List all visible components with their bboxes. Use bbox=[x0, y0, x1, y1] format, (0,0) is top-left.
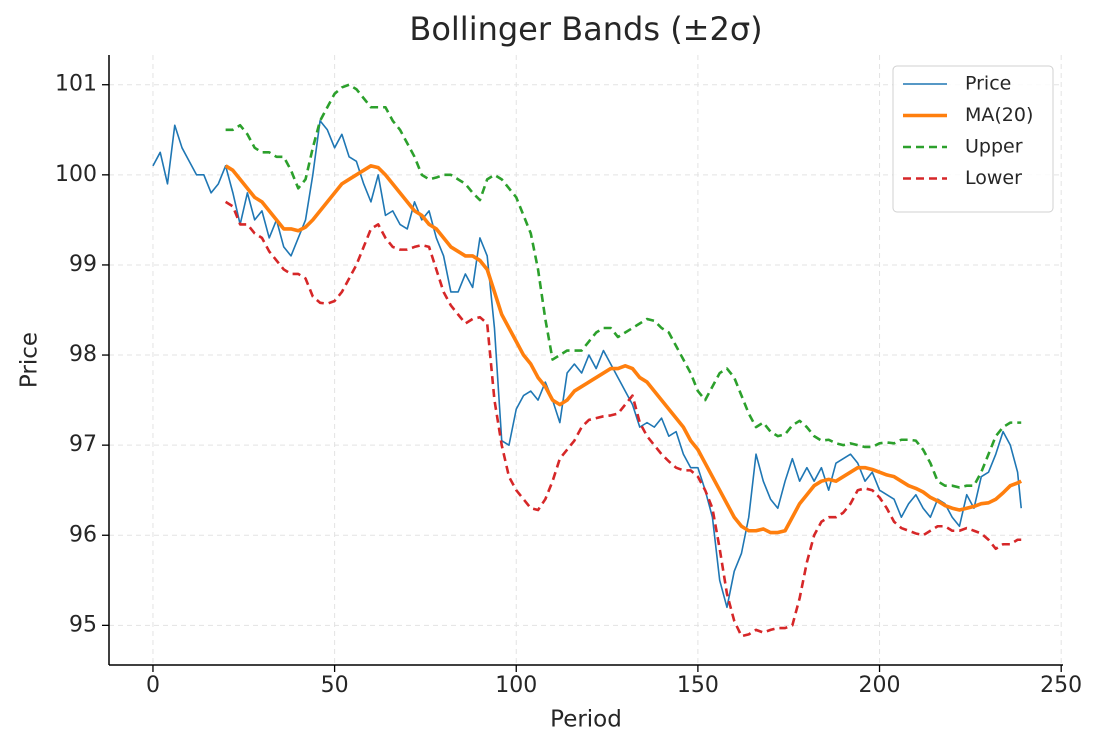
series-line bbox=[224, 200, 1022, 638]
y-tick-label: 98 bbox=[69, 342, 97, 367]
x-tick-label: 50 bbox=[321, 673, 349, 698]
y-axis-label: Price bbox=[17, 332, 43, 388]
legend: Price MA(20) Upper Lower bbox=[892, 65, 1054, 213]
legend-label: Lower bbox=[965, 167, 1022, 189]
x-tick-label: 250 bbox=[1040, 673, 1082, 698]
legend-box bbox=[892, 65, 1054, 213]
y-tick-label: 96 bbox=[69, 522, 97, 547]
x-tick-label: 0 bbox=[146, 673, 160, 698]
y-tick-label: 101 bbox=[55, 72, 97, 97]
series-line bbox=[225, 83, 1022, 489]
y-tick-label: 100 bbox=[55, 162, 97, 187]
x-tick-label: 200 bbox=[859, 673, 901, 698]
x-tick-label: 100 bbox=[495, 673, 537, 698]
series-line bbox=[224, 164, 1023, 535]
y-tick-label: 95 bbox=[69, 612, 97, 637]
chart-title: Bollinger Bands (±2σ) bbox=[409, 10, 762, 48]
legend-label: MA(20) bbox=[965, 104, 1033, 126]
x-axis-label: Period bbox=[550, 707, 622, 733]
legend-label: Upper bbox=[965, 136, 1023, 158]
y-tick-label: 99 bbox=[69, 252, 97, 277]
series-line bbox=[152, 119, 1023, 609]
y-tick-label: 97 bbox=[69, 432, 97, 457]
legend-label: Price bbox=[965, 73, 1011, 95]
x-tick-label: 150 bbox=[677, 673, 719, 698]
